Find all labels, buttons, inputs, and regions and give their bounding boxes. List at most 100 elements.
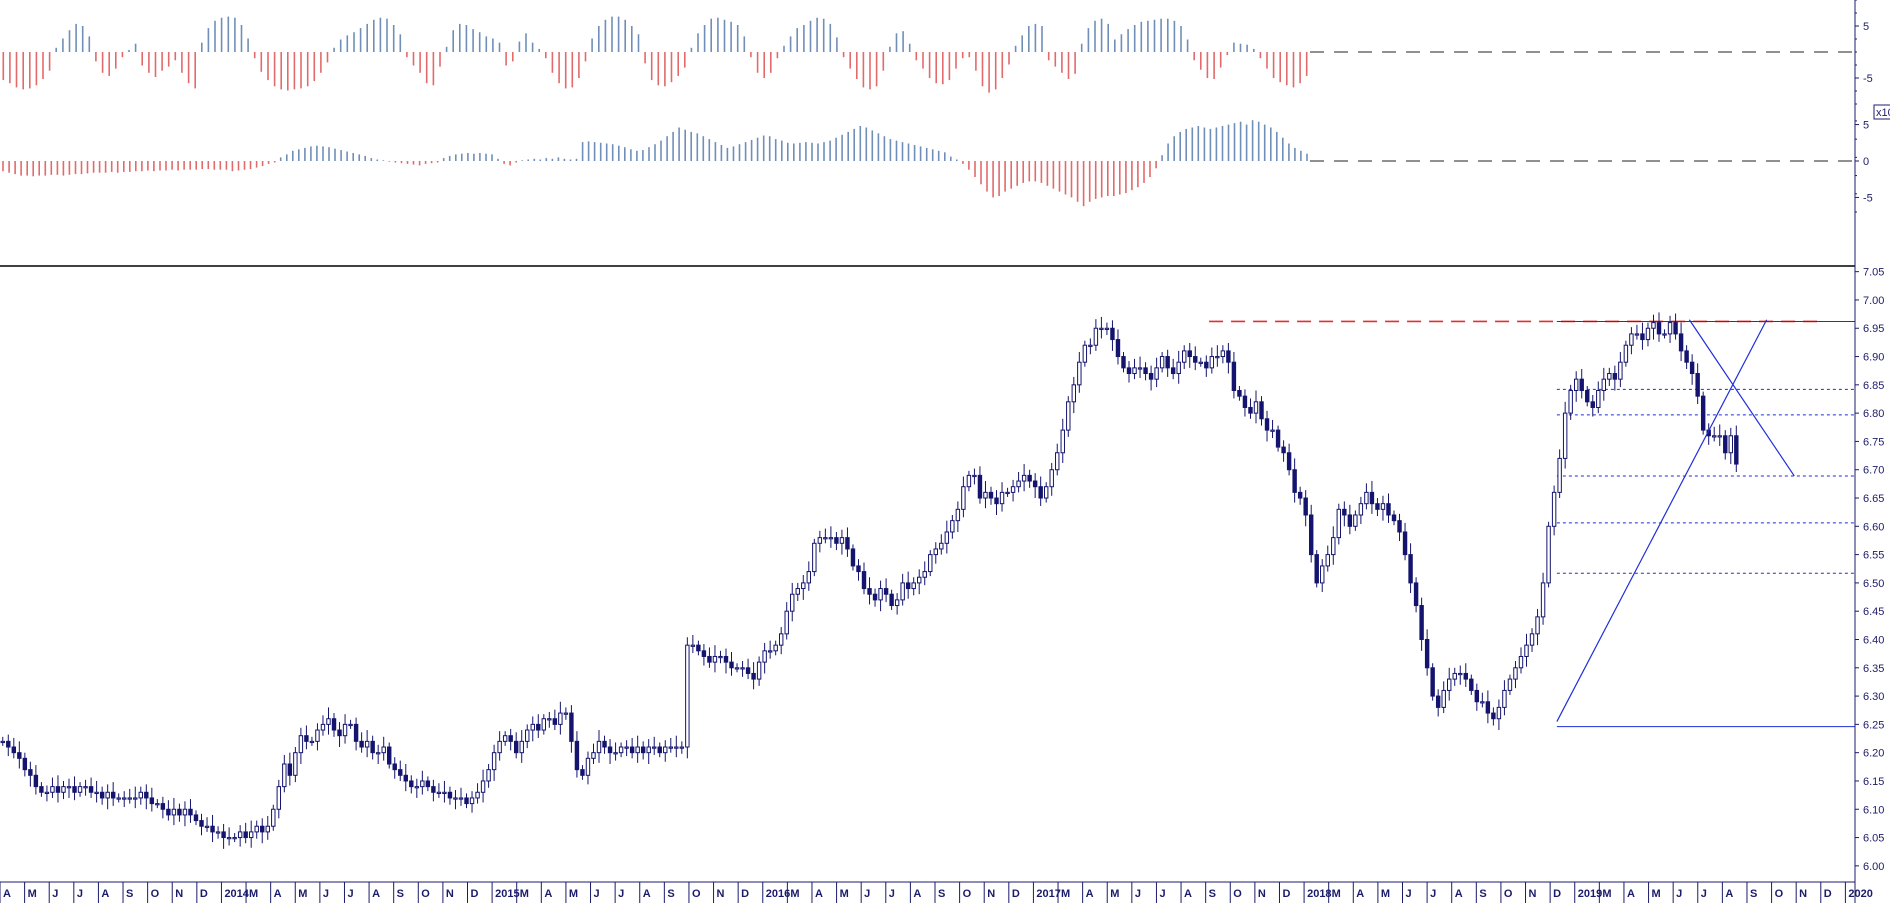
candle-body xyxy=(1115,339,1121,358)
time-axis-label: J xyxy=(1701,888,1707,900)
candle-body xyxy=(1695,373,1700,397)
candle-body xyxy=(387,746,392,765)
candle-body xyxy=(44,791,50,794)
time-axis-label: O xyxy=(1775,888,1784,900)
candle-body xyxy=(950,520,955,533)
candle-body xyxy=(536,723,541,731)
time-axis-label: N xyxy=(1258,888,1266,900)
candle-body xyxy=(1546,525,1551,584)
candle-body xyxy=(320,723,326,731)
time-axis-label: J xyxy=(594,888,600,900)
candle-body xyxy=(867,588,872,595)
candle-body xyxy=(1717,435,1722,438)
candle-body xyxy=(1689,361,1695,375)
candle-body xyxy=(585,757,591,776)
candle-body xyxy=(513,740,519,754)
candle-body xyxy=(1452,672,1457,680)
time-axis-label: M xyxy=(1061,888,1070,900)
axis-tick-label: 6.85 xyxy=(1863,380,1884,392)
candle-body xyxy=(403,774,408,782)
time-axis-label: D xyxy=(200,888,208,900)
candle-body xyxy=(83,786,88,789)
candle-body xyxy=(497,740,502,754)
axis-tick-label: 6.70 xyxy=(1863,465,1884,477)
candle-body xyxy=(72,786,77,793)
candle-body xyxy=(370,740,375,754)
candle-body xyxy=(215,831,221,834)
candle-body xyxy=(326,718,331,725)
candle-body xyxy=(1215,356,1220,359)
candle-body xyxy=(287,763,293,776)
candle-body xyxy=(1480,701,1485,704)
candle-body xyxy=(1430,667,1435,697)
candle-body xyxy=(480,780,486,793)
time-axis-label: M xyxy=(1110,888,1119,900)
candle-body xyxy=(1060,429,1065,454)
candle-body xyxy=(1496,706,1502,720)
candle-body xyxy=(33,774,39,788)
candle-body xyxy=(1424,638,1430,669)
price-trendlines xyxy=(1556,319,1795,722)
candle-body xyxy=(1082,344,1088,363)
candle-body xyxy=(574,740,580,771)
time-axis-label: M xyxy=(1332,888,1341,900)
time-axis-label: J xyxy=(1135,888,1141,900)
candle-body xyxy=(1259,401,1264,420)
candle-body xyxy=(1099,327,1104,330)
candle-body xyxy=(447,791,453,799)
time-axis-label: D xyxy=(1553,888,1561,900)
candle-body xyxy=(210,825,215,833)
time-axis-label: M xyxy=(1602,888,1611,900)
axis-tick-label: 6.10 xyxy=(1863,804,1884,816)
scale-badge-label: x10 xyxy=(1876,107,1890,119)
candle-body xyxy=(1110,327,1115,341)
candle-body xyxy=(99,791,105,799)
oscillator-1-axis: 5 -5 xyxy=(1855,0,1873,105)
candle-body xyxy=(679,746,685,749)
candle-body xyxy=(1342,508,1347,516)
candle-body xyxy=(171,808,177,816)
time-axis-label: S xyxy=(1209,888,1216,900)
time-axis-label: M xyxy=(28,888,37,900)
time-axis-label: O xyxy=(1504,888,1513,900)
candle-body xyxy=(1557,457,1562,493)
candle-body xyxy=(635,746,640,754)
candle-body xyxy=(613,752,618,755)
candle-body xyxy=(1193,356,1198,363)
candle-body xyxy=(1419,605,1424,640)
candle-body xyxy=(1369,491,1375,505)
candle-body xyxy=(1518,655,1524,669)
candle-body xyxy=(1397,520,1402,533)
axis-tick-label: 6.80 xyxy=(1863,408,1884,420)
candle-body xyxy=(872,593,878,601)
candle-body xyxy=(944,531,950,544)
candle-body xyxy=(596,740,602,754)
time-axis-label: N xyxy=(446,888,454,900)
candle-body xyxy=(955,508,961,522)
candle-body xyxy=(88,786,94,793)
candle-body xyxy=(1093,327,1099,346)
candle-body xyxy=(39,786,44,793)
axis-tick-label: 6.45 xyxy=(1863,606,1884,618)
candle-body xyxy=(420,780,425,788)
candle-body xyxy=(160,803,166,810)
time-axis-label: 2019 xyxy=(1578,888,1602,900)
time-axis-label: N xyxy=(1799,888,1807,900)
candle-body xyxy=(618,746,624,754)
scale-badge: x10 xyxy=(1873,104,1890,120)
axis-tick-label: 5 xyxy=(1863,21,1869,33)
oscillator-2-bars xyxy=(2,120,1308,207)
candle-body xyxy=(431,786,436,793)
candle-body xyxy=(1678,333,1684,352)
candle-body xyxy=(17,752,22,759)
candle-body xyxy=(1734,435,1739,465)
time-axis-label: S xyxy=(397,888,404,900)
candle-body xyxy=(1297,491,1303,499)
candle-body xyxy=(237,831,243,839)
candle-body xyxy=(66,786,72,789)
candle-body xyxy=(105,791,110,799)
candle-body xyxy=(133,797,138,800)
candle-body xyxy=(1286,452,1292,471)
candle-body xyxy=(375,752,381,755)
time-axis-label: J xyxy=(347,888,353,900)
